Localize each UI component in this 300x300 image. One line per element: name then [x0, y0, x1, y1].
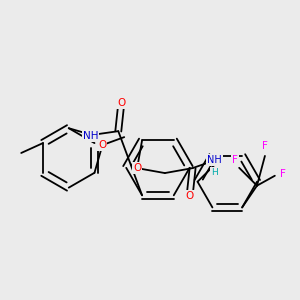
Text: O: O: [133, 163, 141, 173]
Text: O: O: [185, 191, 194, 201]
Text: NH: NH: [207, 155, 222, 165]
Text: H: H: [211, 168, 218, 177]
Text: O: O: [117, 98, 125, 108]
Text: F: F: [280, 169, 286, 179]
Text: NH: NH: [83, 131, 98, 141]
Text: O: O: [98, 140, 106, 150]
Text: F: F: [232, 155, 238, 165]
Text: F: F: [262, 141, 268, 151]
